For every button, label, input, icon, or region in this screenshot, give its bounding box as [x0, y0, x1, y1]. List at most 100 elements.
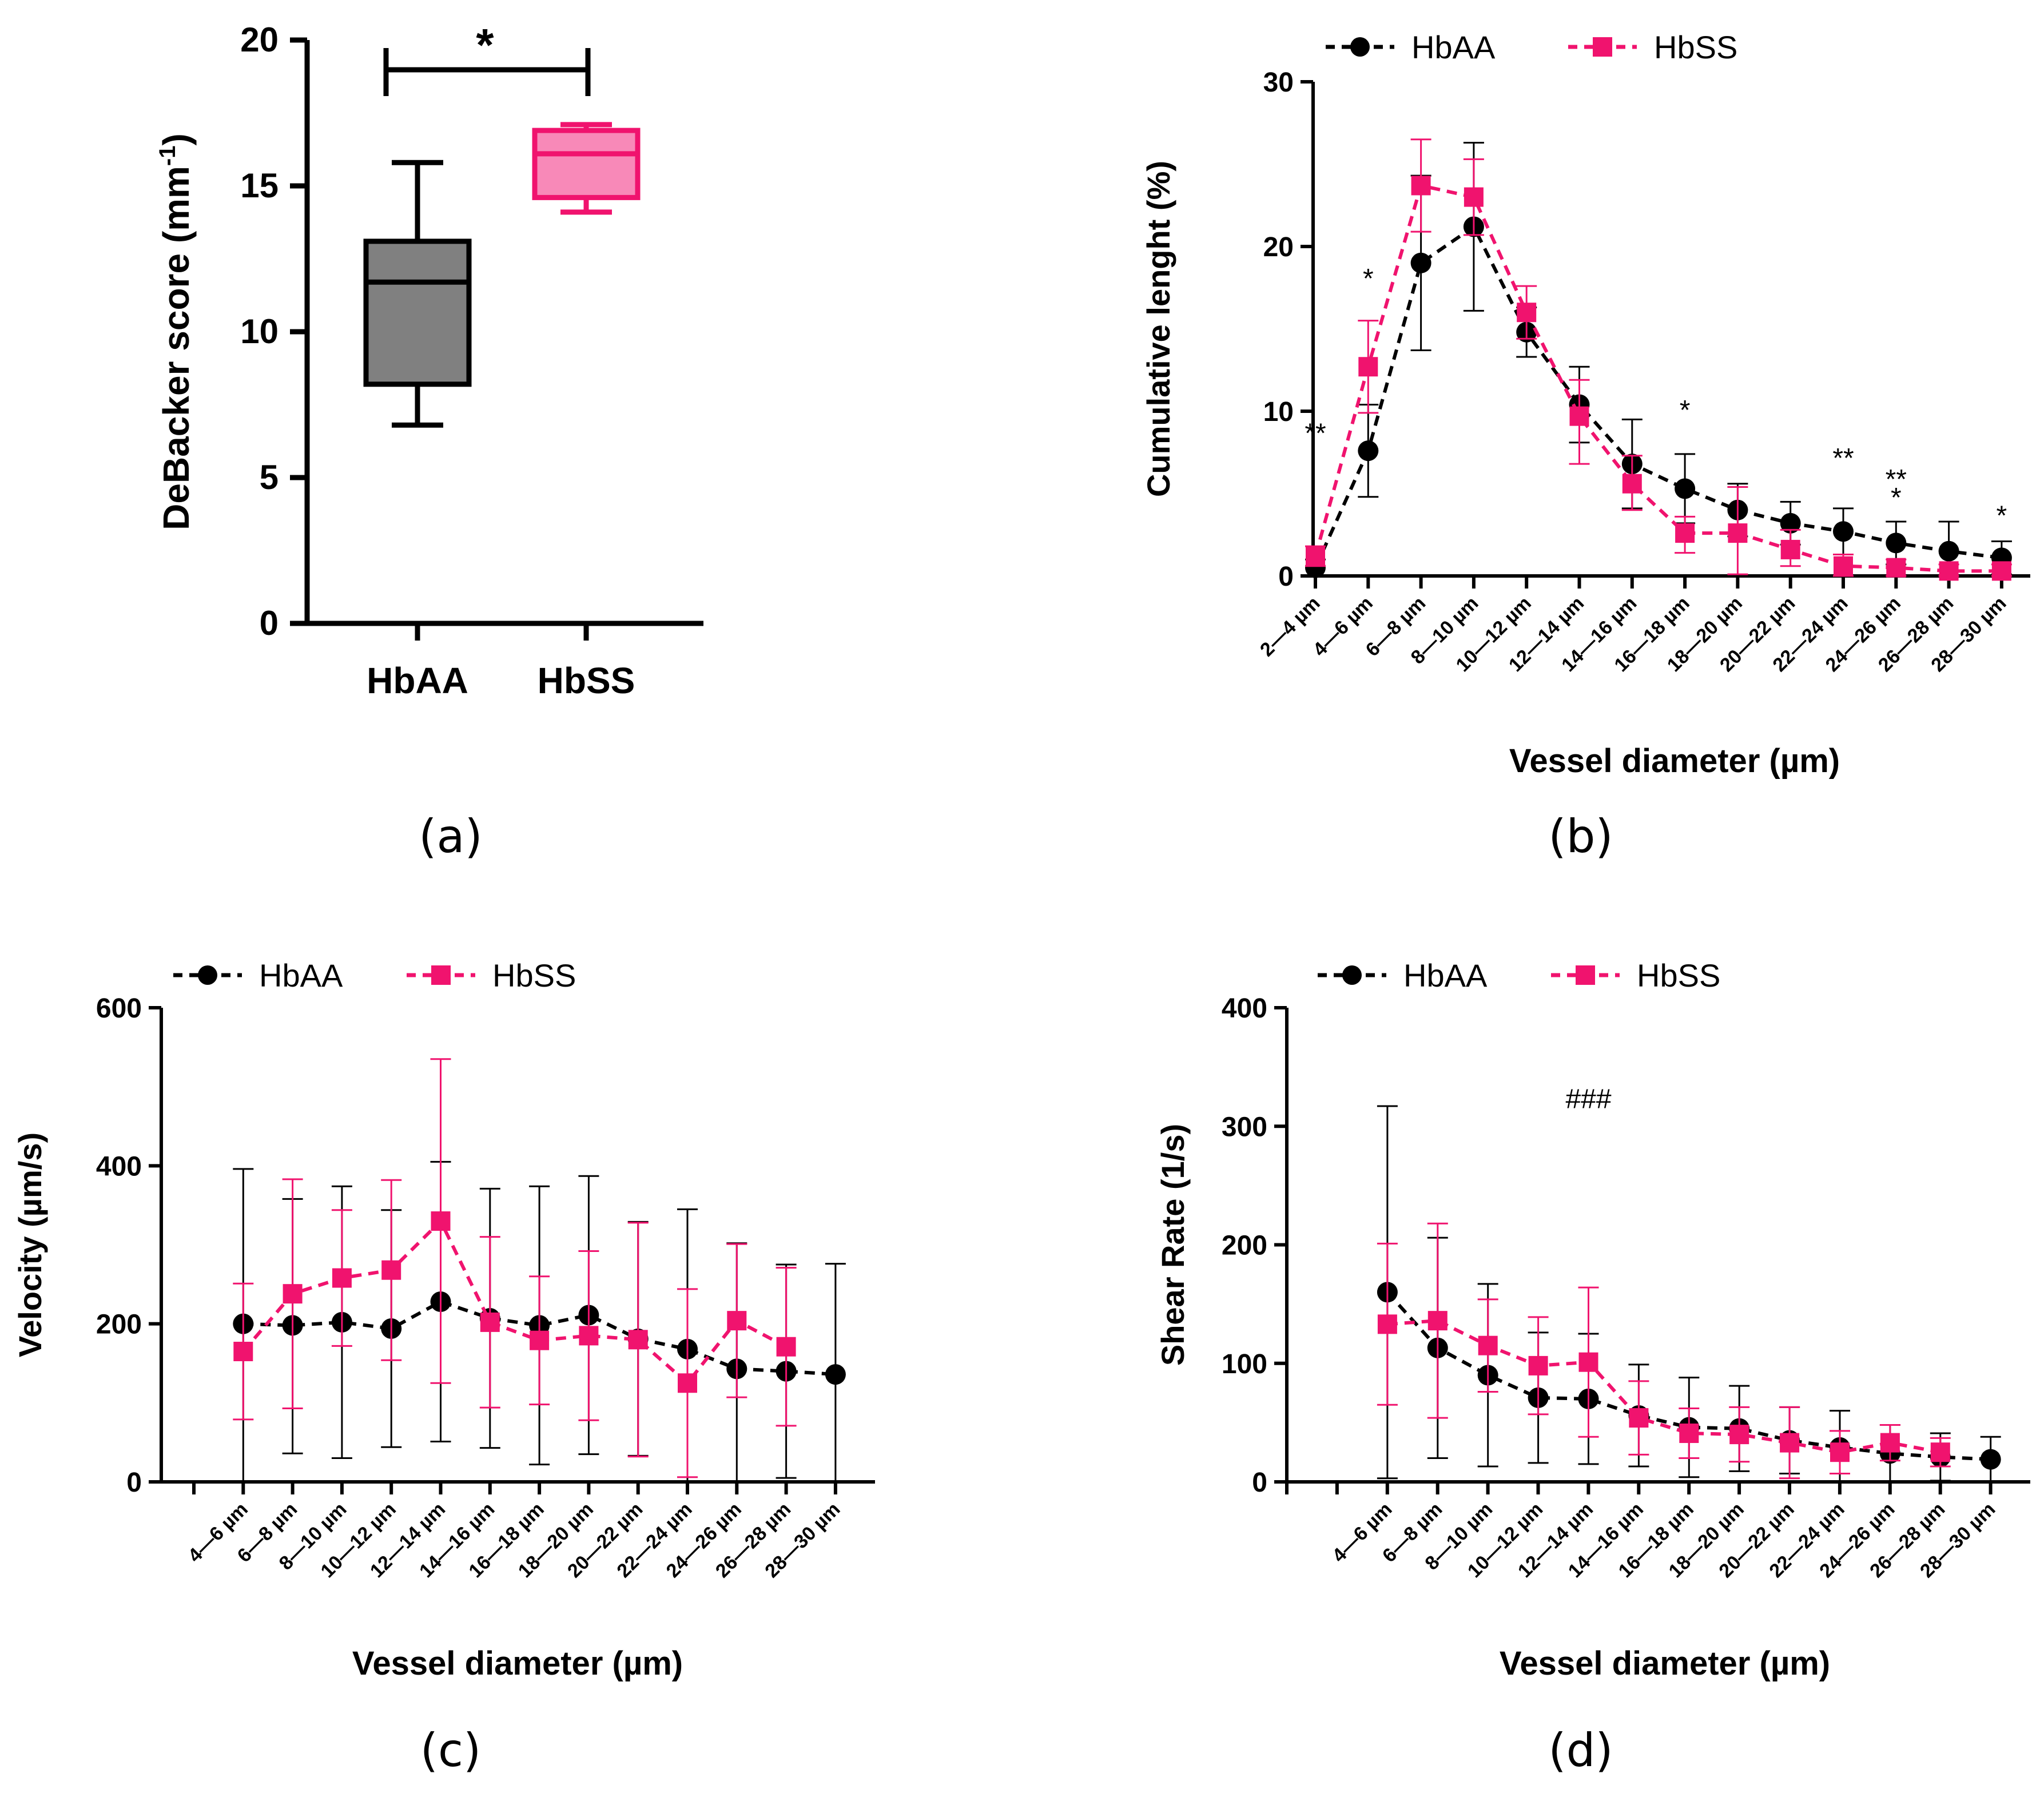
- series-line: [1314, 224, 2002, 568]
- legend-label-hbss: HbSS: [1637, 957, 1720, 993]
- legend-label-hbaa: HbAA: [1411, 29, 1496, 65]
- legend-label-hbss: HbSS: [492, 957, 576, 993]
- legend: HbAA HbSS: [1326, 29, 1737, 65]
- y-axis-title-superscript: -1: [155, 145, 180, 166]
- data-point: [1675, 478, 1696, 499]
- y-tick-label: 0: [260, 604, 279, 642]
- legend-marker-hbaa: [198, 965, 217, 985]
- y-tick-label: 300: [1222, 1112, 1267, 1142]
- y-axis-title: Shear Rate (1/s): [1155, 1124, 1191, 1366]
- significance-annotation: **: [1832, 443, 1854, 474]
- y-tick-label: 200: [1222, 1231, 1267, 1261]
- data-point: [1622, 474, 1642, 494]
- data-point: [1780, 539, 1800, 559]
- data-point: [1629, 1408, 1649, 1428]
- series-hbss: [1305, 138, 2012, 581]
- legend-marker-hbss: [431, 965, 451, 985]
- data-point: [1728, 523, 1748, 543]
- data-point: [530, 1330, 550, 1350]
- legend-label-hbaa: HbAA: [1403, 957, 1488, 993]
- x-category-label: HbSS: [538, 660, 635, 701]
- legend-marker-hbss: [1576, 965, 1595, 985]
- data-point: [1377, 1314, 1397, 1334]
- significance-star: *: [476, 19, 494, 70]
- data-point: [1886, 532, 1907, 554]
- data-point: [1427, 1311, 1447, 1331]
- series-hbaa: [1305, 142, 2012, 578]
- data-point: [1411, 176, 1431, 196]
- data-point: [1939, 561, 1959, 581]
- data-point: [1980, 1449, 2001, 1470]
- series-hbss: [1377, 1222, 1951, 1480]
- significance-annotation: ###: [1565, 1084, 1611, 1114]
- data-point: [1358, 357, 1378, 377]
- y-axis-title-close: ): [156, 133, 197, 145]
- y-tick-label: 600: [96, 993, 142, 1024]
- data-point: [1729, 1425, 1749, 1445]
- data-point: [1679, 1424, 1699, 1444]
- data-point: [431, 1211, 451, 1231]
- x-axis-title: Vessel diameter (µm): [1509, 742, 1840, 780]
- data-point: [727, 1311, 747, 1331]
- y-tick-label: 20: [240, 21, 279, 59]
- significance-annotation: *: [1891, 483, 1902, 513]
- data-point: [283, 1284, 303, 1304]
- panel-label: (c): [420, 1724, 481, 1777]
- data-point: [233, 1342, 253, 1362]
- y-tick-label: 400: [1222, 993, 1267, 1024]
- data-point: [1478, 1335, 1498, 1355]
- data-point: [1517, 303, 1537, 323]
- legend-marker-hbaa: [1350, 37, 1370, 57]
- legend: HbAA HbSS: [1318, 957, 1720, 993]
- significance-annotation: *: [1680, 395, 1691, 426]
- y-tick-label: 0: [126, 1468, 142, 1498]
- data-point: [1886, 558, 1906, 578]
- data-point: [1569, 406, 1589, 426]
- data-point: [480, 1312, 500, 1332]
- data-point: [1306, 546, 1325, 566]
- data-point: [579, 1326, 599, 1346]
- data-point: [1578, 1352, 1598, 1372]
- panel-a-box-plot: 0 5 10 15 20 HbAA HbSS DeBacker score (mm-1) * (a…: [155, 19, 703, 863]
- data-point: [678, 1373, 697, 1393]
- series-hbss: [233, 1058, 797, 1478]
- data-point: [1358, 440, 1379, 462]
- series-line: [242, 1218, 788, 1386]
- y-tick-label: 5: [260, 458, 279, 496]
- y-tick-label: 10: [1263, 397, 1294, 427]
- legend-marker-hbaa: [1342, 965, 1362, 985]
- y-axis-title: DeBacker score (mm-1): [155, 133, 197, 530]
- y-axis-title: Cumulative lenght (%): [1140, 161, 1176, 497]
- y-tick-label: 20: [1263, 232, 1294, 263]
- y-axis-title: Velocity (µm/s): [12, 1132, 48, 1357]
- panel-label: (d): [1548, 1724, 1613, 1777]
- y-tick-label: 200: [96, 1310, 142, 1340]
- x-axis-title: Vessel diameter (µm): [1500, 1645, 1830, 1682]
- x-axis-title: Vessel diameter (µm): [352, 1645, 683, 1682]
- legend-label-hbaa: HbAA: [259, 957, 343, 993]
- legend-label-hbss: HbSS: [1654, 29, 1737, 65]
- y-tick-label: 100: [1222, 1349, 1267, 1379]
- panel-label: (a): [419, 810, 482, 863]
- y-tick-label: 400: [96, 1151, 142, 1182]
- y-tick-label: 30: [1263, 67, 1294, 98]
- data-point: [1410, 252, 1431, 273]
- data-point: [1464, 187, 1484, 207]
- series-line: [1314, 183, 2002, 573]
- x-category-label: HbAA: [367, 660, 468, 701]
- y-tick-label: 10: [240, 312, 279, 351]
- data-point: [1675, 523, 1695, 543]
- series-line: [1387, 1319, 1941, 1454]
- data-point: [1780, 1433, 1800, 1453]
- y-tick-label: 0: [1278, 562, 1294, 592]
- panel-label: (b): [1548, 810, 1613, 863]
- significance-annotation: **: [1305, 419, 1326, 449]
- data-point: [381, 1260, 401, 1280]
- data-point: [1833, 521, 1854, 542]
- legend-marker-hbss: [1593, 37, 1612, 57]
- significance-annotation: **: [1886, 464, 1907, 495]
- box-hbss: [532, 128, 641, 200]
